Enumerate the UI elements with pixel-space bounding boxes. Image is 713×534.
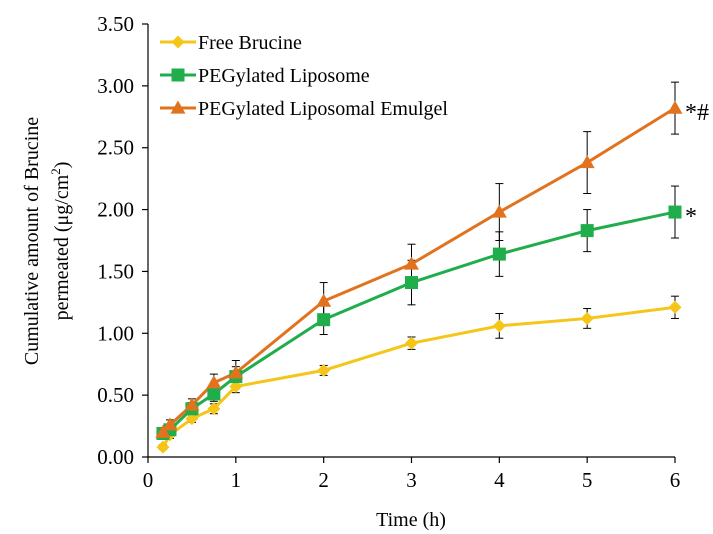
data-point-2 (228, 365, 244, 379)
data-point-0 (668, 300, 682, 314)
data-point-2 (667, 100, 683, 114)
data-point-0 (405, 336, 418, 350)
legend-marker-2 (170, 100, 186, 114)
error-bars (158, 81, 679, 451)
plot-area: 0.00 0.50 1.00 1.50 2.00 2.50 3.00 3.50 0 1 2 3 4 5 6… (97, 12, 709, 492)
x-tick-label: 2 (318, 468, 329, 492)
legend-marker-0 (171, 35, 185, 49)
y-tick-label: 1.00 (97, 321, 134, 345)
data-point-0 (185, 412, 199, 426)
data-point-2 (206, 375, 222, 389)
data-point-0 (207, 402, 221, 416)
y-tick-label: 0.00 (97, 445, 134, 469)
series-line-1 (162, 210, 676, 435)
y-tick-label: 0.50 (97, 383, 134, 407)
y-tick-label: 2.00 (97, 198, 134, 222)
data-point-2 (491, 204, 507, 218)
y-axis-title-line2-prefix: permeated (μg/cm (51, 174, 73, 320)
data-point-1 (580, 224, 594, 238)
y-tick-label: 1.50 (97, 259, 134, 283)
x-tick-label: 4 (494, 468, 505, 492)
data-point-1 (207, 387, 221, 401)
y-tick-label: 3.00 (97, 74, 134, 98)
data-point-1 (492, 247, 506, 261)
significance-annotation: *# (685, 100, 709, 126)
x-tick-label: 0 (143, 468, 154, 492)
data-point-2 (155, 424, 171, 438)
y-axis-title-line2-sup: 2 (48, 168, 63, 175)
data-point-2 (404, 256, 419, 270)
y-tick-label: 3.50 (97, 12, 134, 36)
data-point-2 (184, 397, 200, 411)
data-point-0 (492, 319, 506, 333)
legend-marker-1 (171, 68, 185, 82)
series-line-0 (161, 305, 676, 448)
data-point-1 (668, 205, 682, 219)
y-tick-label: 2.50 (97, 136, 134, 160)
data-point-1 (405, 276, 418, 290)
annotations: *# * (685, 100, 709, 230)
x-tick-label: 5 (582, 468, 593, 492)
data-point-0 (229, 379, 243, 393)
y-axis-title: Cumulative amount of Brucine permeated (… (21, 117, 73, 365)
legend-label-1: PEGylated Liposome (198, 65, 370, 87)
legend-label-0: Free Brucine (198, 32, 302, 54)
x-tick-label: 3 (406, 468, 417, 492)
data-point-2 (162, 417, 178, 431)
y-axis-title-line2: permeated (μg/cm2) (48, 162, 73, 321)
data-point-1 (317, 313, 331, 327)
y-axis-title-line2-suffix: ) (51, 162, 73, 169)
legend-label-2: PEGylated Liposomal Emulgel (198, 98, 448, 120)
series-markers (155, 100, 683, 454)
x-tick-label: 1 (231, 468, 242, 492)
y-axis-title-line1: Cumulative amount of Brucine (21, 117, 43, 365)
data-point-0 (156, 440, 170, 454)
data-point-2 (579, 155, 595, 169)
x-ticks: 0 1 2 3 4 5 6 (143, 457, 681, 492)
data-point-0 (580, 311, 594, 325)
x-axis-title: Time (h) (376, 509, 446, 531)
significance-annotation: * (685, 204, 697, 230)
series-line-2 (161, 106, 676, 434)
series-lines (161, 106, 676, 448)
y-ticks: 0.00 0.50 1.00 1.50 2.00 2.50 3.00 3.50 (97, 12, 148, 469)
legend: Free Brucine PEGylated Liposome PEGylated … (160, 32, 448, 120)
data-point-0 (317, 363, 331, 377)
data-point-2 (316, 293, 332, 307)
x-tick-label: 6 (670, 468, 681, 492)
